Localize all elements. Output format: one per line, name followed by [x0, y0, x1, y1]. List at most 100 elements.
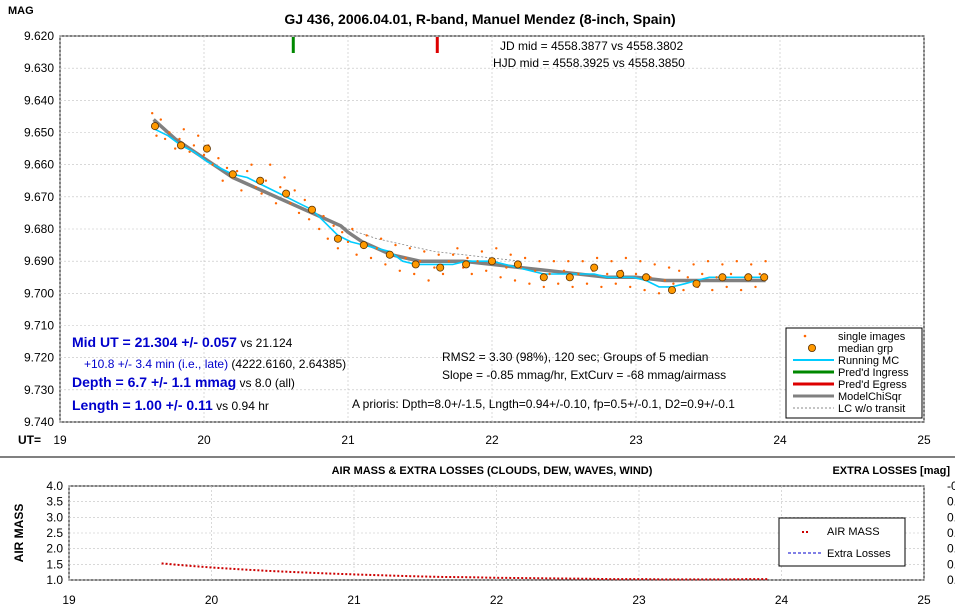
extra-losses-y-tick-label: 0.0 — [947, 495, 955, 509]
model-chisqr-line — [152, 118, 766, 283]
median-group-point — [590, 263, 599, 272]
single-image-point — [279, 186, 282, 189]
single-image-point — [375, 247, 378, 250]
single-image-point — [715, 276, 718, 279]
rms-text: RMS2 = 3.30 (98%), 120 sec; Groups of 5 … — [442, 350, 708, 364]
single-image-point — [643, 288, 646, 292]
median-group-point — [307, 205, 316, 214]
slope-text: Slope = -0.85 mmag/hr, ExtCurv = -68 mma… — [442, 368, 726, 382]
main-y-tick-label: 9.740 — [24, 415, 54, 429]
legend-label-extra-losses: Extra Losses — [827, 548, 891, 560]
median-group-point — [282, 189, 291, 198]
single-image-point — [182, 128, 185, 131]
airmass-x-tick-label: 23 — [632, 593, 646, 607]
main-y-tick-label: 9.630 — [24, 61, 54, 75]
main-y-tick-label: 9.620 — [24, 29, 54, 43]
main-y-tick-label: 9.650 — [24, 126, 54, 140]
legend-swatch-single-images — [803, 334, 807, 338]
airmass-y-tick-label: 2.0 — [46, 542, 63, 556]
single-image-point — [451, 253, 455, 256]
single-image-point — [283, 176, 286, 179]
main-y-tick-label: 9.710 — [24, 319, 54, 333]
median-group-point — [150, 122, 159, 131]
single-image-point — [739, 288, 743, 292]
extra-losses-y-tick-label: 0.2 — [947, 526, 955, 540]
single-image-point — [653, 263, 656, 266]
airmass-legend-box — [778, 517, 906, 567]
median-group-point — [462, 260, 471, 269]
legend-label-airmass: AIR MASS — [827, 526, 880, 538]
length-compare: vs 0.94 hr — [213, 399, 269, 413]
single-image-point — [581, 260, 584, 263]
single-image-point — [447, 260, 450, 263]
single-image-point — [159, 118, 162, 121]
median-group-point — [744, 273, 753, 282]
legend-label-lc-no-transit: LC w/o transit — [838, 403, 905, 415]
airmass-legend: AIR MASS Extra Losses — [778, 517, 906, 567]
airmass-chart: AIR MASS & EXTRA LOSSES (CLOUDS, DEW, WA… — [12, 465, 955, 607]
single-image-point — [274, 202, 278, 205]
single-image-point — [260, 192, 263, 195]
main-x-tick-label: 24 — [773, 433, 787, 447]
legend-label-egress: Pred'd Egress — [838, 379, 907, 391]
extra-losses-y-tick-label: 0.4 — [947, 557, 955, 571]
airmass-x-tick-label: 24 — [775, 593, 789, 607]
main-y-tick-label: 9.670 — [24, 190, 54, 204]
single-image-point — [505, 266, 508, 269]
single-image-point — [600, 285, 603, 289]
airmass-x-tick-label: 19 — [62, 593, 76, 607]
single-image-point — [667, 266, 671, 269]
single-image-point — [355, 253, 358, 256]
single-image-point — [250, 163, 253, 166]
single-image-point — [289, 202, 292, 205]
length-value: Length = 1.00 +/- 0.11 — [72, 397, 213, 413]
legend-label-median-grp: median grp — [838, 343, 893, 355]
median-group-point — [202, 144, 211, 153]
single-image-point — [246, 169, 249, 173]
single-image-point — [151, 112, 154, 115]
single-image-point — [423, 250, 426, 253]
single-image-point — [202, 153, 206, 157]
single-image-point — [721, 263, 724, 266]
single-image-point — [188, 150, 191, 153]
single-image-point — [441, 272, 445, 276]
airmass-x-tick-label: 20 — [205, 593, 219, 607]
extra-losses-y-tick-label: -0.1 — [947, 479, 955, 493]
single-image-point — [610, 260, 613, 263]
single-image-point — [557, 282, 560, 285]
single-image-point — [692, 263, 695, 266]
single-image-point — [303, 198, 306, 202]
single-image-point — [686, 276, 689, 279]
median-group-point — [333, 234, 342, 243]
single-image-point — [155, 134, 158, 137]
median-group-point — [760, 273, 769, 282]
median-group-point — [411, 260, 420, 269]
single-image-point — [706, 260, 710, 263]
median-group-point — [513, 260, 522, 269]
single-image-point — [174, 147, 177, 150]
extra-losses-y-tick-label: 0.5 — [947, 573, 955, 587]
airmass-y-tick-label: 1.5 — [46, 557, 63, 571]
single-image-point — [394, 243, 397, 247]
legend-label-model: ModelChiSqr — [838, 391, 902, 403]
main-x-axis-label: UT= — [18, 433, 41, 447]
median-group-point — [256, 176, 265, 185]
single-image-point — [211, 163, 214, 166]
single-image-point — [346, 240, 350, 244]
single-image-point — [456, 247, 459, 250]
depth-text: Depth = 6.7 +/- 1.1 mmag vs 8.0 (all) — [72, 374, 295, 390]
single-image-point — [495, 247, 498, 250]
length-text: Length = 1.00 +/- 0.11 vs 0.94 hr — [72, 397, 269, 413]
single-image-point — [750, 263, 753, 266]
single-image-point — [197, 134, 200, 137]
extra-losses-y-tick-label: 0.3 — [947, 542, 955, 556]
airmass-y-tick-label: 2.5 — [46, 526, 63, 540]
median-group-point — [565, 273, 574, 282]
airmass-y-tick-label: 3.5 — [46, 495, 63, 509]
single-image-point — [485, 269, 488, 272]
single-image-point — [332, 224, 335, 227]
single-image-point — [336, 247, 340, 250]
legend-swatch-median-grp — [808, 343, 817, 352]
lc-no-transit-line — [319, 215, 521, 262]
